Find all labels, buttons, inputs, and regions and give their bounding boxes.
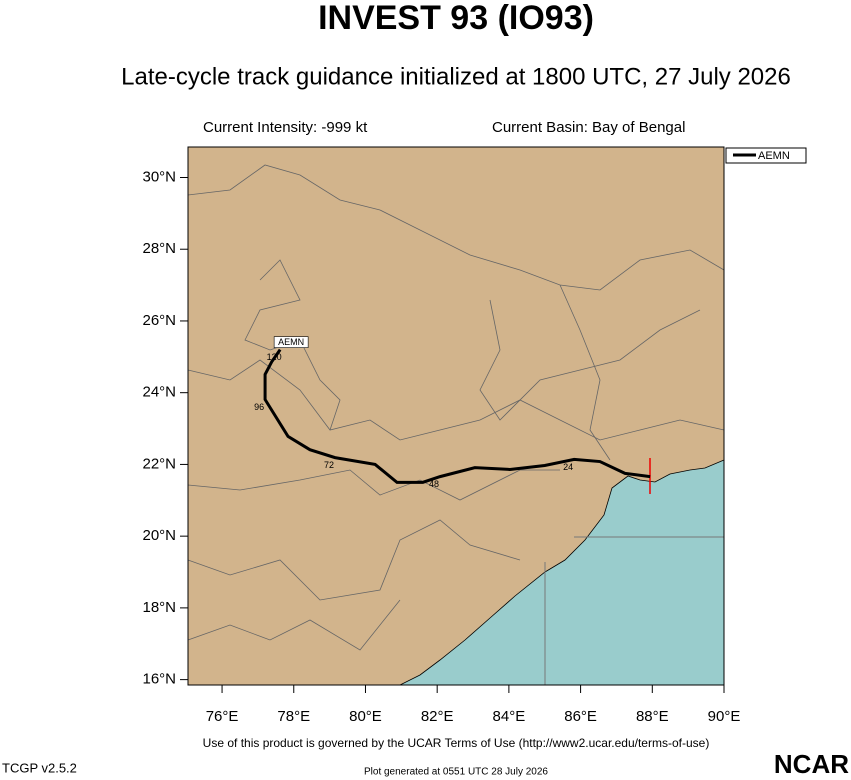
- forecast-hour: 48: [429, 479, 439, 489]
- y-tick-label: 16°N: [142, 671, 176, 688]
- border: [187, 519, 521, 601]
- border: [187, 359, 725, 441]
- y-tick-label: 22°N: [142, 455, 176, 472]
- frame: [187, 146, 725, 686]
- track: [263, 348, 651, 484]
- map: AEMN: [187, 146, 807, 686]
- x-tick-label: 82°E: [421, 708, 454, 725]
- forecast-hour: 96: [254, 402, 264, 412]
- title: INVEST 93 (IO93): [318, 0, 594, 37]
- border: [187, 164, 725, 291]
- border: [559, 284, 611, 461]
- border: [187, 469, 560, 501]
- border: [187, 599, 401, 651]
- x-tick-label: 86°E: [564, 708, 597, 725]
- generated: Plot generated at 0551 UTC 28 July 2026: [364, 767, 548, 778]
- x-tick-label: 84°E: [493, 708, 526, 725]
- track-label-box: [273, 336, 309, 348]
- x-tick-label: 90°E: [708, 708, 741, 725]
- intensity: Current Intensity: -999 kt: [203, 119, 368, 136]
- y-tick-label: 20°N: [142, 527, 176, 544]
- x-tick-label: 88°E: [636, 708, 669, 725]
- x-tick-label: 76°E: [206, 708, 239, 725]
- forecast-hour: 72: [324, 460, 334, 470]
- border: [244, 259, 341, 431]
- logo: NCAR: [774, 749, 849, 779]
- version: TCGP v2.5.2: [2, 760, 77, 775]
- x-tick-label: 80°E: [349, 708, 382, 725]
- forecast-hour: 24: [563, 462, 573, 472]
- y-tick-label: 28°N: [142, 240, 176, 257]
- legend-label: AEMN: [758, 150, 790, 162]
- terms: Use of this product is governed by the U…: [203, 736, 710, 750]
- y-tick-label: 30°N: [142, 168, 176, 185]
- y-tick-label: 26°N: [142, 312, 176, 329]
- borders: [187, 164, 725, 651]
- ocean: [399, 459, 725, 686]
- y-tick-label: 24°N: [142, 384, 176, 401]
- track-label: AEMN: [278, 337, 304, 347]
- subtitle: Late-cycle track guidance initialized at…: [121, 63, 791, 90]
- x-tick-label: 78°E: [277, 708, 310, 725]
- legend: [725, 147, 807, 164]
- border: [479, 299, 701, 421]
- forecast-hour: 120: [267, 352, 282, 362]
- y-tick-label: 18°N: [142, 599, 176, 616]
- basin: Current Basin: Bay of Bengal: [492, 119, 685, 136]
